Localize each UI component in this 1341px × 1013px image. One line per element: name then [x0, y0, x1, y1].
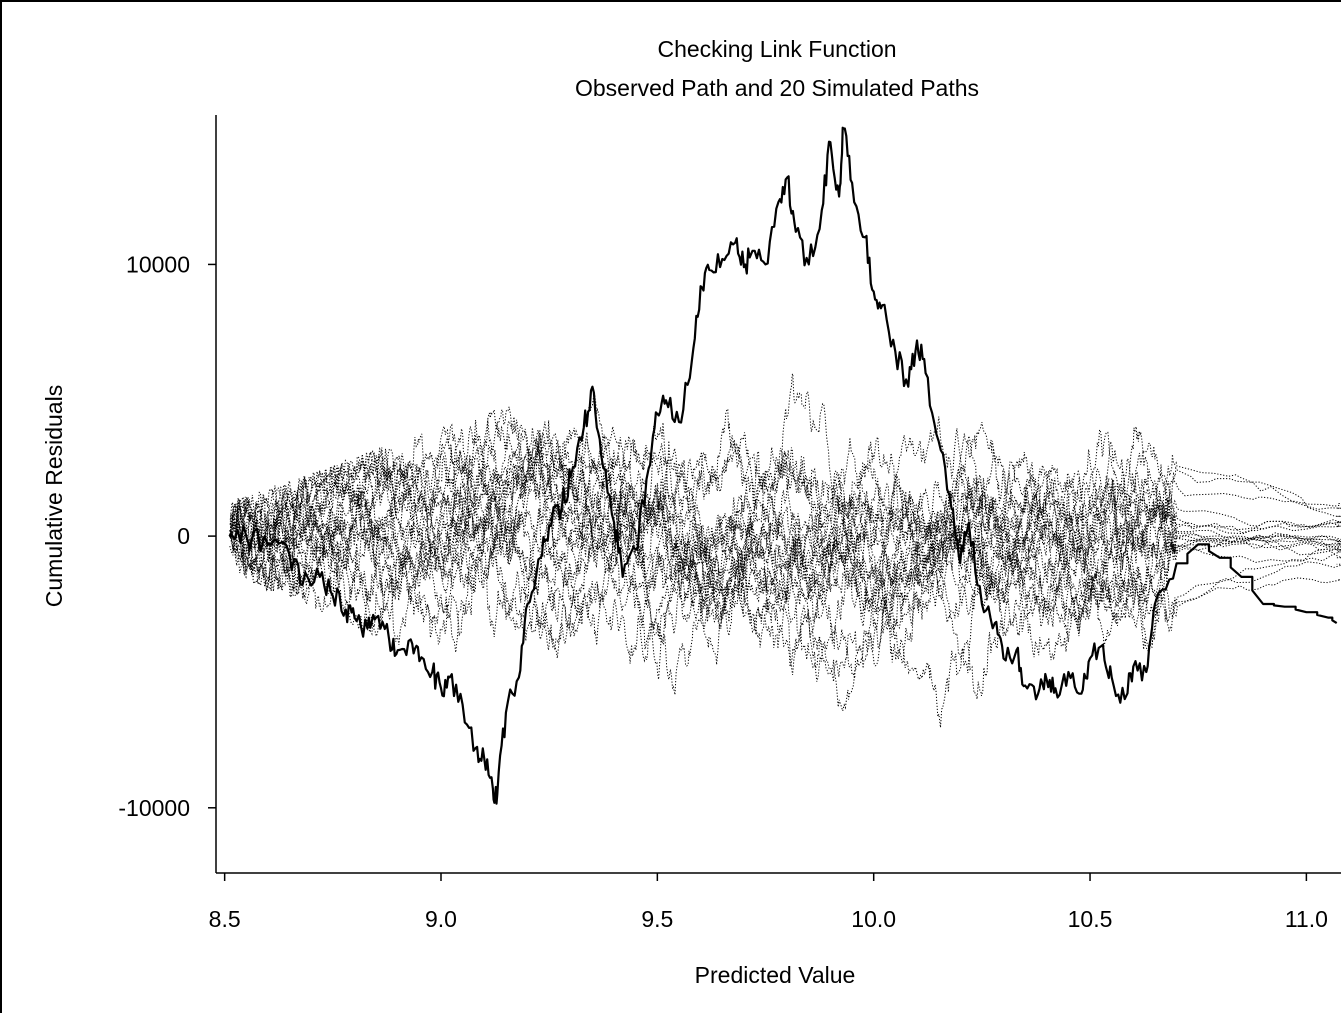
observed-path-group	[228, 126, 1338, 805]
simulated-paths	[229, 371, 1341, 728]
simulated-path	[229, 455, 1338, 671]
x-tick-label: 9.0	[425, 906, 457, 932]
y-tick-label: 0	[177, 523, 190, 549]
simulated-path	[230, 432, 1341, 682]
y-tick-label: 10000	[126, 251, 190, 277]
chart-titles: Checking Link Function Observed Path and…	[575, 36, 979, 101]
x-tick-label: 10.5	[1068, 906, 1113, 932]
simulated-path	[229, 426, 1341, 645]
simulated-path	[229, 423, 1341, 659]
axes: 8.5 9.0 9.5 10.0 10.5 11.0 10000 0 -10000	[118, 115, 1341, 932]
simulated-path	[229, 371, 1341, 594]
simulated-path	[230, 406, 1341, 660]
chart-subtitle: Observed Path and 20 Simulated Paths	[575, 75, 979, 101]
simulated-path	[229, 432, 1340, 680]
x-tick-label: 8.5	[209, 906, 241, 932]
simulated-path	[229, 421, 1341, 653]
simulated-path	[229, 440, 1341, 601]
chart-title: Checking Link Function	[657, 36, 896, 62]
observed-path	[228, 126, 1338, 805]
x-axis-label: Predicted Value	[695, 962, 856, 988]
simulated-path	[230, 448, 1341, 642]
x-tick-label: 10.0	[851, 906, 896, 932]
simulated-path	[229, 416, 1341, 650]
y-axis-label: Cumulative Residuals	[41, 385, 67, 607]
x-tick-label: 11.0	[1285, 906, 1328, 932]
simulated-path	[230, 469, 1341, 638]
y-ticks: 10000 0 -10000	[118, 251, 216, 821]
simulated-path	[229, 420, 1341, 611]
y-tick-label: -10000	[118, 795, 190, 821]
simulated-path	[229, 450, 1341, 713]
x-tick-label: 9.5	[641, 906, 673, 932]
x-ticks: 8.5 9.0 9.5 10.0 10.5 11.0	[209, 873, 1328, 932]
